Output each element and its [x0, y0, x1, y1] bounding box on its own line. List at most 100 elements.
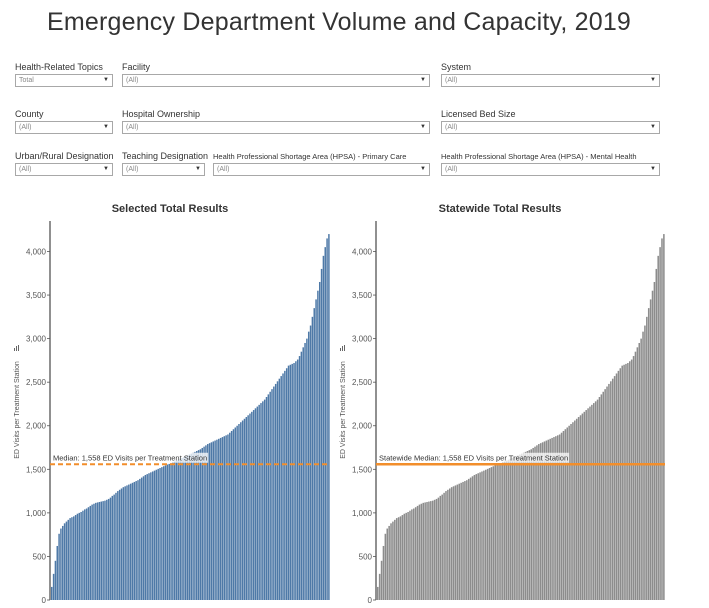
bar	[173, 461, 176, 600]
bar	[587, 408, 589, 600]
bar	[619, 368, 622, 600]
y-tick-label: 500	[359, 552, 373, 561]
bar	[577, 417, 580, 600]
bar	[287, 365, 290, 600]
bar	[390, 523, 392, 600]
bar	[505, 460, 508, 600]
filter-facility: Facility (All) ▼	[122, 62, 430, 87]
bar	[295, 361, 297, 600]
sort-icon-bar	[16, 346, 17, 351]
bar	[399, 516, 402, 600]
dropdown-arrow-icon[interactable]: ▼	[103, 124, 109, 130]
bar	[229, 432, 231, 600]
bar	[543, 441, 546, 600]
bar	[311, 316, 314, 600]
hospital-ownership-select[interactable]: (All) ▼	[122, 121, 430, 134]
facility-select[interactable]: (All) ▼	[122, 74, 430, 87]
filter-label: Health-Related Topics	[15, 62, 103, 72]
bar	[454, 485, 457, 600]
bar	[245, 417, 248, 600]
bar	[629, 361, 631, 600]
bar	[450, 487, 453, 600]
bar	[122, 487, 125, 600]
bar	[570, 424, 572, 600]
teaching-designation-select[interactable]: (All) ▼	[122, 163, 205, 176]
bar	[536, 445, 538, 600]
median-label: Statewide Median: 1,558 ED Visits per Tr…	[379, 453, 568, 462]
y-tick-label: 2,000	[352, 422, 373, 431]
bar	[219, 437, 222, 600]
bar	[313, 308, 315, 600]
dropdown-arrow-icon[interactable]: ▼	[420, 124, 426, 130]
bar	[298, 356, 301, 600]
health-topics-select[interactable]: Total ▼	[15, 74, 113, 87]
hpsa-mental-health-select[interactable]: (All) ▼	[441, 163, 660, 176]
sort-icon-bar	[342, 346, 343, 351]
bar	[498, 463, 500, 600]
dropdown-arrow-icon[interactable]: ▼	[650, 166, 656, 172]
bar	[572, 422, 574, 600]
bar	[262, 401, 264, 600]
bar	[517, 455, 519, 600]
hpsa-primary-care-select[interactable]: (All) ▼	[213, 163, 430, 176]
bar	[144, 474, 147, 600]
bar	[137, 480, 139, 600]
county-select[interactable]: (All) ▼	[15, 121, 113, 134]
dropdown-arrow-icon[interactable]: ▼	[650, 77, 656, 83]
dropdown-arrow-icon[interactable]: ▼	[195, 166, 201, 172]
bar	[420, 503, 423, 600]
bar	[464, 481, 466, 600]
bar	[634, 351, 637, 600]
bar	[179, 458, 181, 600]
bar	[581, 413, 584, 600]
bar	[502, 462, 504, 600]
bar	[201, 447, 203, 600]
dropdown-arrow-icon[interactable]: ▼	[650, 124, 656, 130]
bar	[285, 368, 288, 600]
dropdown-arrow-icon[interactable]: ▼	[103, 166, 109, 172]
urban-rural-select[interactable]: (All) ▼	[15, 163, 113, 176]
bar	[418, 504, 421, 600]
licensed-bed-size-select[interactable]: (All) ▼	[441, 121, 660, 134]
bar	[538, 444, 540, 600]
dropdown-arrow-icon[interactable]: ▼	[420, 166, 426, 172]
filter-label: Urban/Rural Designation	[15, 151, 114, 161]
bar	[382, 545, 385, 600]
bar	[407, 512, 409, 600]
bar	[326, 238, 328, 600]
bar	[528, 450, 531, 600]
bar	[135, 481, 137, 600]
bar	[289, 364, 292, 600]
y-tick-label: 4,000	[26, 247, 47, 256]
bar	[317, 290, 319, 600]
bar	[521, 453, 523, 600]
y-tick-label: 1,000	[352, 509, 373, 518]
bar	[109, 497, 112, 600]
dropdown-arrow-icon[interactable]: ▼	[103, 77, 109, 83]
bar	[129, 483, 132, 600]
dropdown-arrow-icon[interactable]: ▼	[420, 77, 426, 83]
y-tick-label: 2,500	[26, 378, 47, 387]
system-select[interactable]: (All) ▼	[441, 74, 660, 87]
bar	[524, 451, 527, 600]
bar	[170, 463, 172, 600]
filter-licensed-bed-size: Licensed Bed Size (All) ▼	[441, 109, 660, 134]
bar	[522, 452, 525, 600]
select-value: (All)	[126, 124, 139, 131]
bar	[549, 438, 551, 600]
sort-icon	[14, 345, 19, 351]
bar	[596, 399, 599, 600]
bar	[377, 586, 379, 600]
bar	[600, 394, 603, 600]
bar	[551, 437, 553, 600]
bar	[140, 477, 143, 600]
bar	[395, 518, 398, 600]
bar	[558, 434, 561, 600]
bar	[151, 471, 154, 600]
bar	[655, 268, 658, 600]
bar	[302, 347, 304, 600]
bar	[594, 401, 597, 600]
bar	[234, 427, 237, 600]
bar	[485, 469, 487, 600]
median-label-background	[52, 452, 209, 463]
